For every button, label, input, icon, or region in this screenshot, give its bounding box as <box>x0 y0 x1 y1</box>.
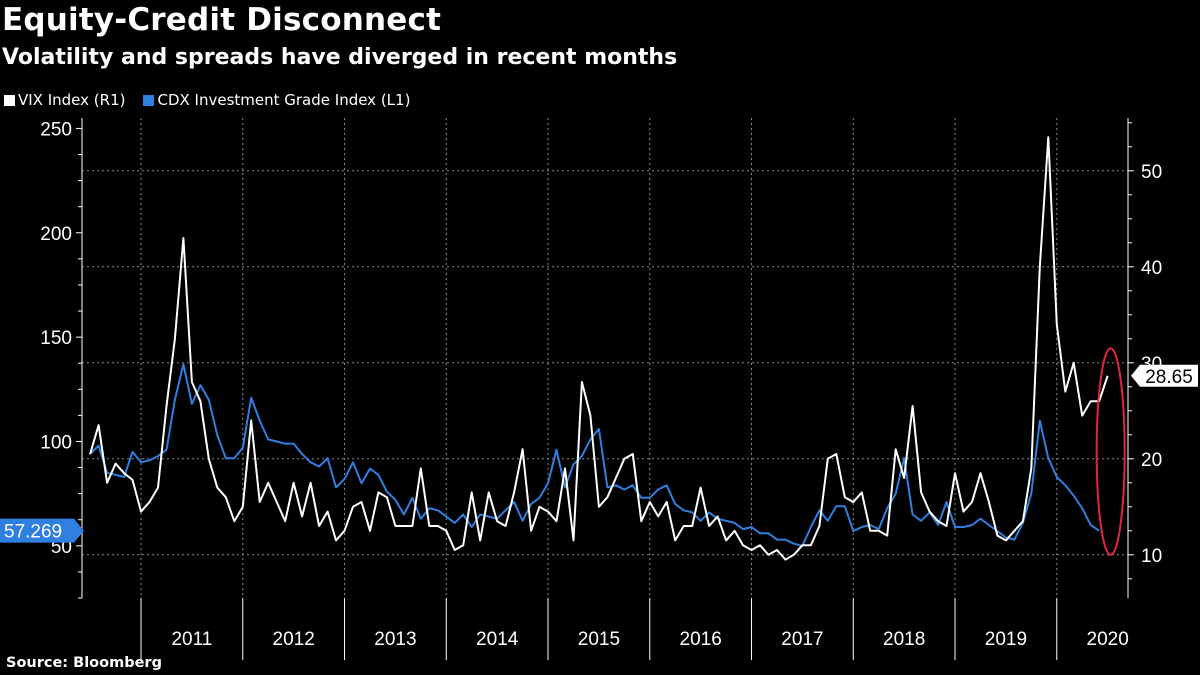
year-label-2014: 2014 <box>476 629 519 650</box>
year-label-2016: 2016 <box>680 629 722 650</box>
vix-last-value-flag <box>1131 364 1198 387</box>
chart-title: Equity-Credit Disconnect <box>2 2 442 38</box>
annotations: 28.65 57.269 <box>0 347 1198 556</box>
cdx-last-value-label: 57.269 <box>4 522 62 543</box>
chart-subtitle: Volatility and spreads have diverged in … <box>2 45 678 70</box>
year-label-2015: 2015 <box>578 629 620 650</box>
left-tick-label-150: 150 <box>40 328 72 349</box>
legend-swatch-vix <box>4 94 15 106</box>
legend-label-cdx: CDX Investment Grade Index (L1) <box>157 91 411 109</box>
legend-item-vix: VIX Index (R1) <box>4 91 125 109</box>
year-label-2019: 2019 <box>985 629 1027 650</box>
right-tick-label-50: 50 <box>1141 162 1162 183</box>
year-label-2013: 2013 <box>374 629 416 650</box>
right-tick-label-10: 10 <box>1141 546 1162 567</box>
legend-label-vix: VIX Index (R1) <box>18 91 126 109</box>
year-label-2017: 2017 <box>781 629 823 650</box>
left-tick-label-200: 200 <box>40 224 72 245</box>
right-tick-label-20: 20 <box>1141 450 1162 471</box>
legend-item-cdx: CDX Investment Grade Index (L1) <box>143 91 410 109</box>
legend: VIX Index (R1) CDX Investment Grade Inde… <box>4 91 410 109</box>
year-label-2012: 2012 <box>273 629 315 650</box>
vix-line <box>89 136 1109 561</box>
year-label-2020: 2020 <box>1087 629 1129 650</box>
left-tick-label-100: 100 <box>40 432 72 453</box>
vix-last-value-label: 28.65 <box>1145 367 1193 388</box>
series-lines <box>89 136 1109 561</box>
right-tick-label-40: 40 <box>1141 258 1162 279</box>
gridlines <box>82 118 1128 598</box>
year-label-2018: 2018 <box>883 629 925 650</box>
year-label-2011: 2011 <box>171 629 212 650</box>
cdx-last-value-flag <box>0 518 84 543</box>
legend-swatch-cdx <box>143 94 155 106</box>
highlight-ellipse <box>1095 347 1126 556</box>
left-tick-label-250: 250 <box>40 119 72 140</box>
source-note: Source: Bloomberg <box>6 655 162 671</box>
